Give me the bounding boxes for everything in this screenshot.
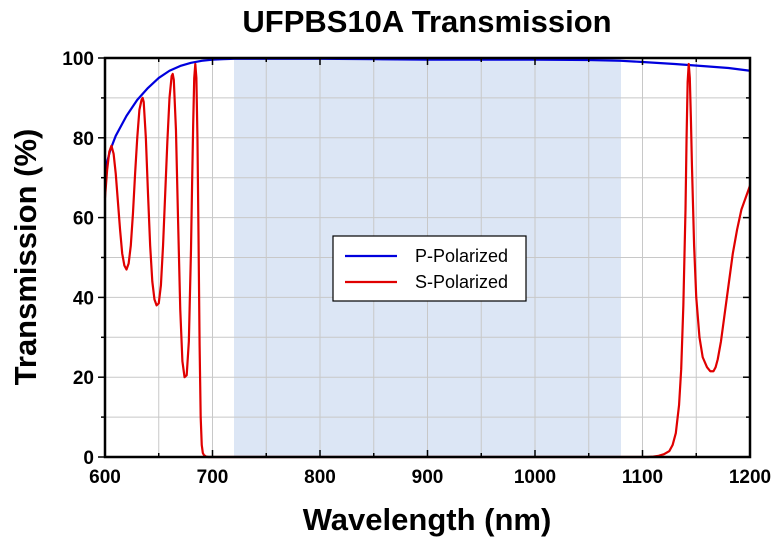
x-tick-label: 1200 bbox=[729, 467, 771, 488]
legend-label-p-polarized: P-Polarized bbox=[415, 246, 508, 266]
legend: P-Polarized S-Polarized bbox=[332, 235, 527, 302]
y-tick-labels: 0 20 40 60 80 100 bbox=[62, 49, 94, 469]
x-tick-label: 1000 bbox=[514, 467, 556, 488]
y-axis-label: Transmission (%) bbox=[8, 129, 43, 386]
legend-label-s-polarized: S-Polarized bbox=[415, 272, 508, 292]
y-tick-label: 40 bbox=[73, 288, 94, 309]
chart-title: UFPBS10A Transmission bbox=[242, 4, 611, 39]
series-line-s-polarized bbox=[103, 62, 752, 459]
legend-box bbox=[332, 235, 527, 302]
x-tick-labels: 600 700 800 900 1000 1100 1200 bbox=[89, 467, 771, 488]
x-tick-label: 1100 bbox=[622, 467, 663, 488]
y-tick-label: 100 bbox=[62, 49, 94, 70]
y-tick-label: 0 bbox=[83, 448, 94, 469]
x-tick-label: 900 bbox=[412, 467, 444, 488]
x-axis-label: Wavelength (nm) bbox=[303, 502, 552, 537]
x-tick-label: 700 bbox=[197, 467, 229, 488]
y-tick-label: 80 bbox=[73, 129, 94, 150]
y-tick-label: 20 bbox=[73, 368, 94, 389]
x-tick-label: 600 bbox=[89, 467, 121, 488]
y-tick-label: 60 bbox=[73, 209, 94, 230]
x-tick-label: 800 bbox=[304, 467, 336, 488]
axis-ticks bbox=[98, 57, 751, 458]
